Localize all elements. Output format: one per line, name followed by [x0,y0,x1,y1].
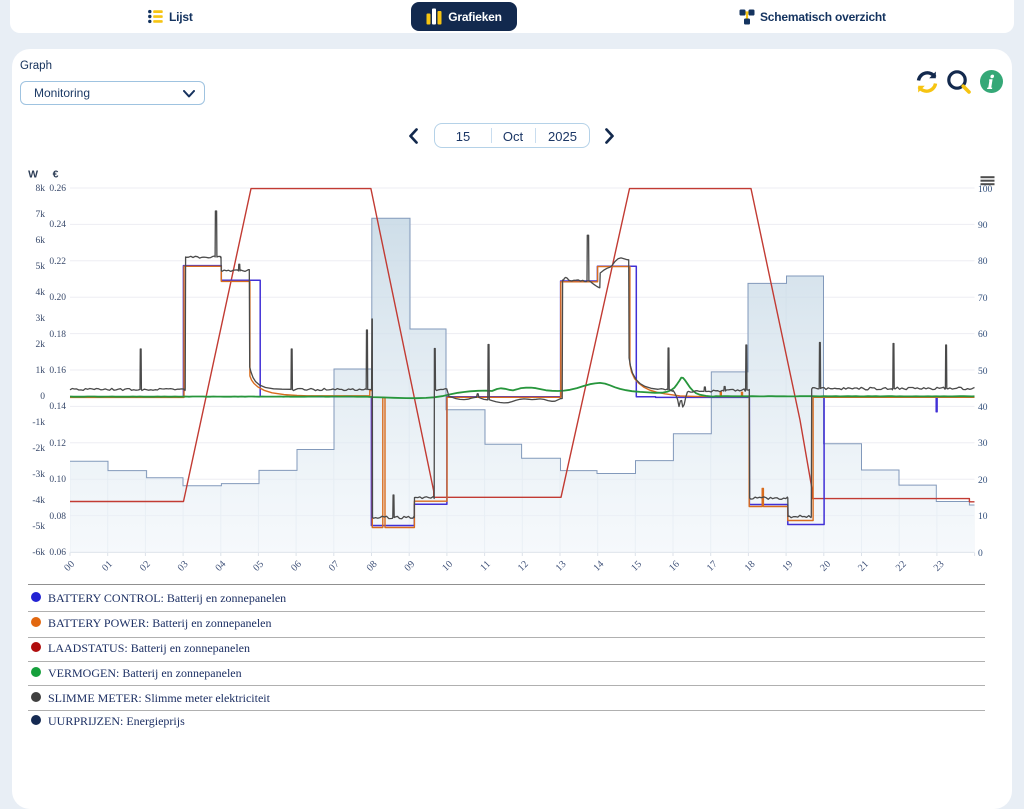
svg-text:1k: 1k [36,366,46,376]
svg-text:0.16: 0.16 [49,366,66,376]
svg-text:90: 90 [978,221,988,231]
svg-text:0: 0 [40,392,45,402]
svg-text:-4k: -4k [32,496,45,506]
svg-text:12: 12 [516,559,531,574]
svg-text:22: 22 [894,559,909,574]
svg-text:10: 10 [440,559,455,574]
svg-text:40: 40 [978,403,988,413]
svg-text:0.12: 0.12 [49,439,66,449]
svg-text:11: 11 [478,559,493,574]
svg-text:5k: 5k [36,262,46,272]
svg-text:16: 16 [667,559,682,574]
svg-text:14: 14 [591,559,606,574]
svg-text:0.24: 0.24 [49,220,66,230]
svg-text:0.26: 0.26 [49,184,66,194]
svg-text:-3k: -3k [32,470,45,480]
svg-text:23: 23 [932,559,947,574]
svg-text:20: 20 [978,476,988,486]
svg-text:13: 13 [554,559,569,574]
svg-text:-2k: -2k [32,444,45,454]
svg-text:02: 02 [138,559,153,574]
svg-text:0.22: 0.22 [49,257,66,267]
svg-text:20: 20 [818,559,833,574]
svg-text:60: 60 [978,330,988,340]
svg-text:15: 15 [629,559,644,574]
svg-text:18: 18 [743,559,758,574]
svg-text:0.08: 0.08 [49,512,66,522]
svg-text:2k: 2k [36,340,46,350]
svg-text:03: 03 [176,559,191,574]
svg-text:0.20: 0.20 [49,293,66,303]
svg-text:0: 0 [978,549,983,559]
svg-text:-5k: -5k [32,522,45,532]
svg-text:21: 21 [856,559,871,574]
svg-text:-1k: -1k [32,418,45,428]
svg-text:50: 50 [978,367,988,377]
svg-text:0.10: 0.10 [49,475,66,485]
svg-text:08: 08 [365,559,380,574]
svg-text:0.06: 0.06 [49,548,66,558]
svg-text:19: 19 [780,559,795,574]
svg-text:00: 00 [62,559,77,574]
svg-text:04: 04 [213,559,228,574]
svg-text:01: 01 [100,559,115,574]
svg-text:10: 10 [978,512,988,522]
svg-text:30: 30 [978,439,988,449]
svg-text:07: 07 [327,559,342,574]
svg-text:05: 05 [251,559,266,574]
svg-text:4k: 4k [36,288,46,298]
svg-text:06: 06 [289,559,304,574]
svg-text:80: 80 [978,257,988,267]
svg-text:6k: 6k [36,236,46,246]
svg-text:100: 100 [978,185,993,195]
svg-text:8k: 8k [36,184,46,194]
svg-text:W: W [28,169,38,181]
svg-text:-6k: -6k [32,548,45,558]
svg-text:7k: 7k [36,210,46,220]
svg-text:€: € [53,169,59,181]
svg-text:3k: 3k [36,314,46,324]
svg-text:09: 09 [402,559,417,574]
svg-text:70: 70 [978,294,988,304]
svg-text:0.14: 0.14 [49,402,66,412]
svg-text:17: 17 [705,559,720,574]
svg-text:0.18: 0.18 [49,330,66,340]
